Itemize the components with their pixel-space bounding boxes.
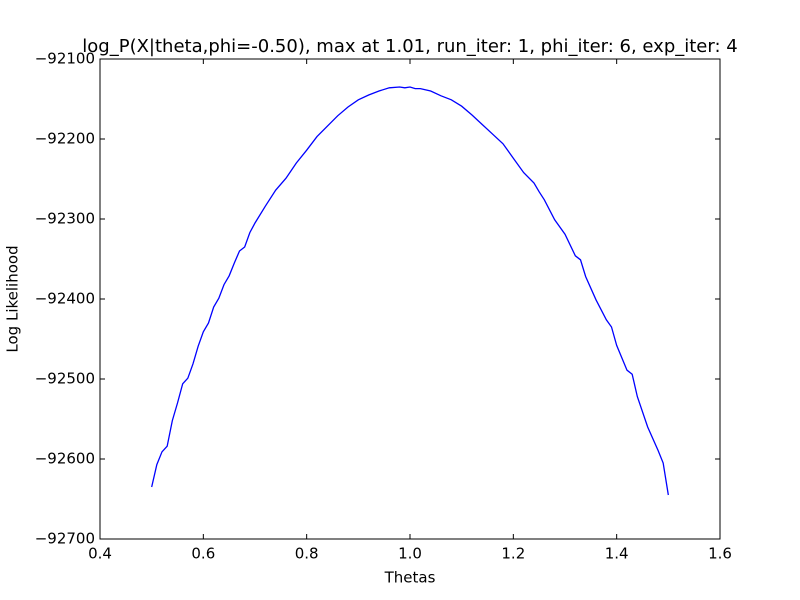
x-tick-label: 0.6	[191, 545, 215, 563]
x-tick-label: 1.0	[398, 545, 422, 563]
y-tick-label: −92400	[35, 290, 95, 308]
x-axis-label: Thetas	[384, 569, 436, 587]
y-tick-label: −92600	[35, 450, 95, 468]
x-tick-label: 0.8	[295, 545, 319, 563]
y-tick-label: −92300	[35, 210, 95, 228]
y-axis-label: Log Likelihood	[4, 245, 22, 352]
data-line	[151, 86, 669, 496]
y-tick-label: −92500	[35, 370, 95, 388]
x-tick-label: 1.4	[605, 545, 629, 563]
y-tick-label: −92200	[35, 130, 95, 148]
plot-frame	[99, 58, 721, 540]
x-tick-label: 1.2	[501, 545, 525, 563]
x-tick-label: 1.6	[708, 545, 732, 563]
y-tick-label: −92700	[35, 530, 95, 548]
x-tick-label: 0.4	[88, 545, 112, 563]
chart-title: log_P(X|theta,phi=-0.50), max at 1.01, r…	[82, 36, 737, 57]
y-tick-label: −92100	[35, 50, 95, 68]
